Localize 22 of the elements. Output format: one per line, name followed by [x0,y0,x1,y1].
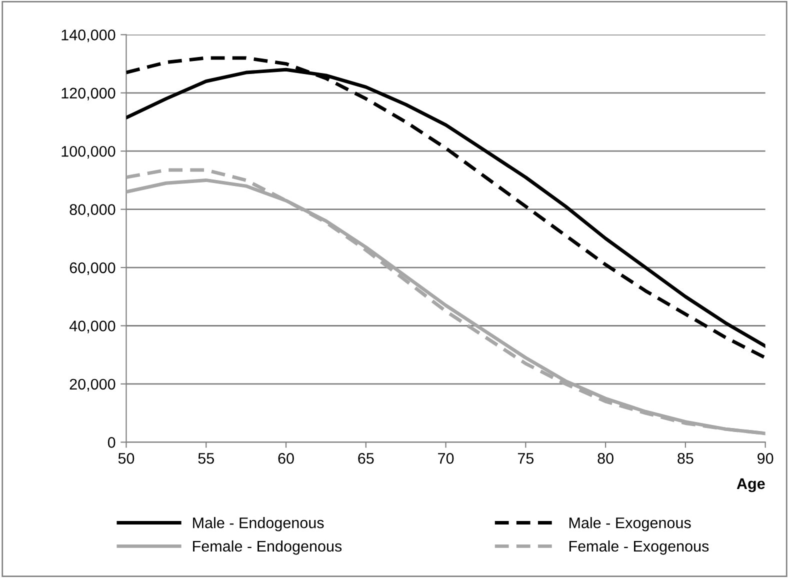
y-tick-label: 100,000 [62,146,116,159]
x-tick-label: 85 [678,452,694,464]
y-tick-label: 40,000 [69,320,116,334]
legend-label: Male - Endogenous [193,517,324,532]
x-tick-label: 70 [438,452,454,464]
x-tick-label: 60 [278,452,294,464]
legend-label: Female - Exogenous [569,540,709,555]
legend-label: Male - Exogenous [569,517,691,532]
x-tick-label: 80 [598,452,614,464]
x-tick-label: 50 [118,452,134,464]
y-tick-label: 80,000 [70,204,116,217]
x-tick-label: 65 [358,452,374,464]
legend-label: Female - Endogenous [193,540,342,555]
y-tick-label: 0 [108,437,116,448]
y-tick-label: 20,000 [70,378,116,392]
x-tick-label: 90 [758,452,774,464]
y-tick-label: 120,000 [62,88,116,100]
x-axis-title: Age [736,478,765,492]
y-tick-label: 60,000 [70,262,116,276]
x-tick-label: 55 [198,453,214,464]
y-tick-label: 140,000 [62,30,116,42]
x-tick-label: 75 [518,453,534,464]
